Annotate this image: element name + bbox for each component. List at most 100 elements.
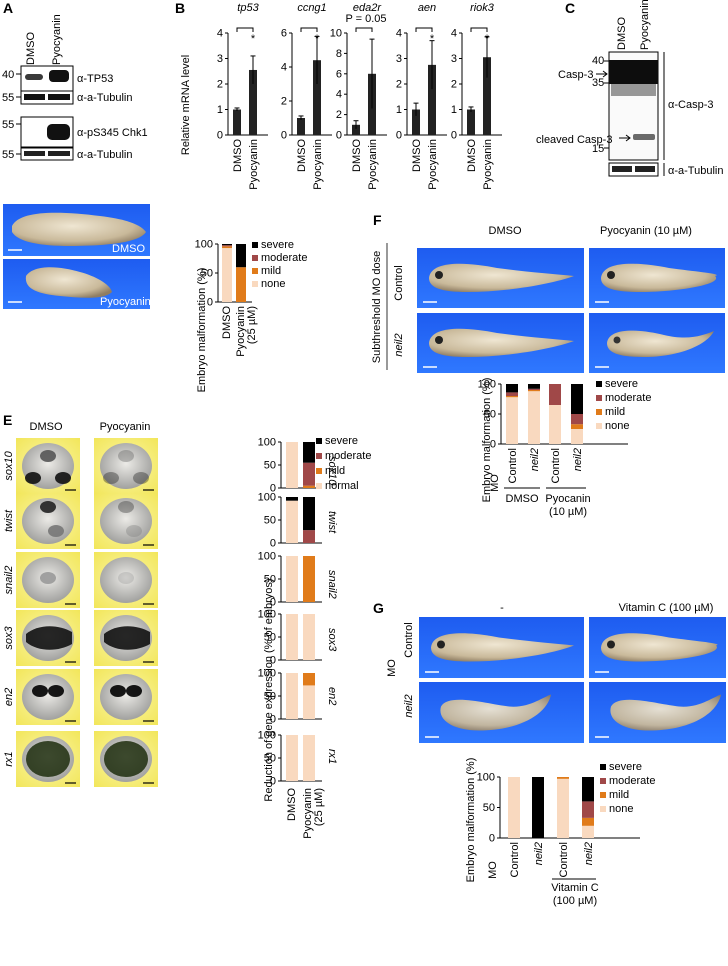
embryo-dmso [12, 212, 146, 246]
x-tick-label: Pyocyanin [235, 306, 247, 357]
x-tick-label: DMSO [286, 788, 298, 821]
band-tp53-pyo [49, 70, 69, 82]
x-tick-label: Pyocyanin [248, 139, 260, 190]
band-casp3 [609, 60, 658, 84]
e-stain [104, 741, 148, 777]
e-row-label-snail2: snail2 [3, 566, 15, 595]
x-tick-label: Pyocyanin [427, 139, 439, 190]
bar-segment-severe [222, 244, 232, 246]
y-tick-label: 2 [281, 96, 287, 108]
tadpole [601, 263, 717, 292]
label-tubulin-1: α-a-Tubulin [77, 92, 132, 104]
bar-segment-moderate [582, 801, 594, 818]
legend-label-none: none [605, 420, 629, 432]
bar-segment-severe [571, 384, 583, 414]
sig-bracket [470, 27, 488, 32]
band-tubulin-2a [24, 151, 45, 156]
e-embryo [100, 443, 152, 489]
f-chart: 0 50 100 Control neil2 Control neil2 MO DMSO Pyoc… [478, 378, 652, 518]
band-tubulin-1b [48, 94, 70, 100]
e-embryo [100, 674, 152, 720]
legend-swatch-severe [252, 242, 258, 248]
e-row-label-sox10: sox10 [3, 450, 15, 480]
legend-label-moderate: moderate [605, 392, 651, 404]
legend-swatch-mild [600, 792, 606, 798]
y-tick-label: 50 [264, 574, 276, 586]
e-stain [40, 450, 56, 462]
x-tick-label: Control [550, 448, 562, 483]
y-tick-label: 0 [396, 130, 402, 142]
panel-a: A DMSO Pyocyanin 40 α-TP53 55 α-a-Tubuli… [2, 0, 148, 161]
legend-swatch-severe [600, 764, 606, 770]
y-tick-label: 6 [281, 28, 287, 40]
x-tick-label: DMSO [466, 139, 478, 172]
bar-segment-none [286, 442, 298, 488]
y-tick-label: 100 [258, 551, 276, 563]
e-stain [48, 525, 64, 537]
bar-pyocyanin [313, 60, 321, 136]
y-tick-label: 0 [270, 538, 276, 550]
x-tick-label: Pyocyanin [482, 139, 494, 190]
d-ylabel: Embryo malformation (%) [196, 268, 208, 393]
bar-segment-mild [528, 390, 540, 392]
bar-segment-severe [303, 442, 315, 463]
bar-segment-moderate [528, 388, 540, 390]
sig-star: * [485, 33, 490, 45]
tadpole [440, 694, 551, 731]
e-stain [118, 501, 134, 513]
y-tick-label: 100 [258, 668, 276, 680]
x-tick-label: (25 µM) [313, 788, 325, 826]
sig-star: * [315, 33, 320, 45]
e-row-label-twist: twist [3, 509, 15, 532]
e-embryo [100, 557, 152, 603]
legend-swatch-moderate [596, 395, 602, 401]
e-stain [133, 472, 149, 484]
x-tick-label: Pyocyanin [302, 788, 314, 839]
panel-f: F DMSO Pyocyanin (10 µM) Subthreshold MO… [371, 212, 725, 518]
f-row-neil2: neil2 [393, 333, 405, 356]
e-stain [40, 572, 56, 584]
y-tick-label: 100 [258, 437, 276, 449]
legend-swatch-none [600, 806, 606, 812]
e-ylabel: Reduction of gene expression (% of embry… [263, 578, 275, 801]
y-tick-label: 2 [451, 79, 457, 91]
y-tick-label: 1 [451, 104, 457, 116]
tadpole [429, 328, 574, 357]
x-tick-label: DMSO [296, 139, 308, 172]
legend-label-severe: severe [261, 239, 294, 251]
e-row-label-rx1: rx1 [3, 751, 15, 766]
label-tubulin-c: α-a-Tubulin [668, 165, 723, 177]
bar-segment-severe [582, 777, 594, 802]
group-label: (100 µM) [553, 895, 597, 907]
tadpole [601, 633, 718, 662]
y-tick-label: 0 [270, 483, 276, 495]
g-chart: 0 50 100 Control neil2 Control neil2 MO Vitamin … [477, 761, 656, 907]
sig-star: * [251, 33, 256, 45]
sig-star: * [430, 33, 435, 45]
band-tubulin-cb [635, 166, 655, 172]
lane-label-pyocyanin: Pyocyanin [51, 14, 63, 65]
bar-segment-mild [236, 267, 246, 302]
mw-55b: 55 [2, 119, 14, 131]
e-stain [55, 472, 71, 484]
tadpole [607, 330, 714, 357]
bar-segment-mild [582, 817, 594, 826]
bar-segment-none [286, 500, 298, 543]
bar-segment-mild [506, 396, 518, 398]
legend-label-mild: mild [261, 265, 281, 277]
bar-segment-mild [303, 485, 315, 488]
row-label-mo: MO [487, 861, 499, 879]
legend-label-mild: mild [609, 789, 629, 801]
sig-bracket [300, 27, 318, 32]
y-tick-label: 4 [396, 28, 402, 40]
g-col-minus: - [500, 602, 504, 614]
e-stain [104, 626, 150, 650]
y-tick-label: 50 [264, 753, 276, 765]
bar-segment-mild [303, 673, 315, 686]
y-tick-label: 50 [264, 632, 276, 644]
g-images [419, 617, 726, 743]
legend-label-mild: mild [605, 406, 625, 418]
e-row-label-en2: en2 [3, 688, 15, 706]
b-ylabel: Relative mRNA level [180, 55, 192, 155]
bar-segment-severe [236, 244, 246, 268]
